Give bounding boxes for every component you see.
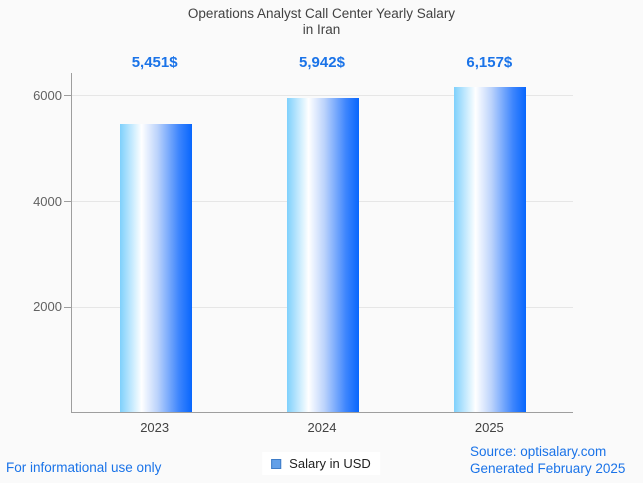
y-axis-tick — [64, 201, 71, 203]
chart-title-line1: Operations Analyst Call Center Yearly Sa… — [187, 6, 456, 21]
bar-2024[interactable] — [287, 97, 359, 412]
bar-value-label: 6,157$ — [466, 54, 513, 71]
bar-2025[interactable] — [454, 86, 527, 412]
x-axis-label: 2024 — [307, 420, 337, 435]
y-axis-label: 2000 — [33, 299, 62, 315]
chart-title-line2: in Iran — [302, 21, 341, 37]
y-axis-tick — [64, 95, 71, 97]
gridline — [72, 95, 573, 97]
legend-label: Salary in USD — [289, 456, 371, 471]
disclaimer-text: For informational use only — [6, 460, 162, 475]
y-axis-label: 6000 — [33, 87, 62, 103]
bar-2023[interactable] — [119, 123, 192, 412]
y-axis-label: 4000 — [33, 193, 62, 209]
x-axis-label: 2023 — [140, 420, 170, 435]
source-line[interactable]: Source: optisalary.com — [470, 444, 607, 459]
plot-area — [71, 73, 573, 413]
bar-value-label: 5,451$ — [131, 54, 178, 71]
bar-value-label: 5,942$ — [299, 54, 345, 71]
legend: Salary in USD — [262, 452, 380, 475]
source-link[interactable]: Source: optisalary.com Generated Februar… — [470, 443, 625, 477]
legend-swatch-icon — [271, 458, 282, 469]
y-axis-tick — [64, 306, 71, 308]
chart-title: Operations Analyst Call Center Yearly Sa… — [0, 6, 643, 37]
x-axis-label: 2025 — [474, 420, 504, 435]
generated-line: Generated February 2025 — [470, 461, 626, 476]
